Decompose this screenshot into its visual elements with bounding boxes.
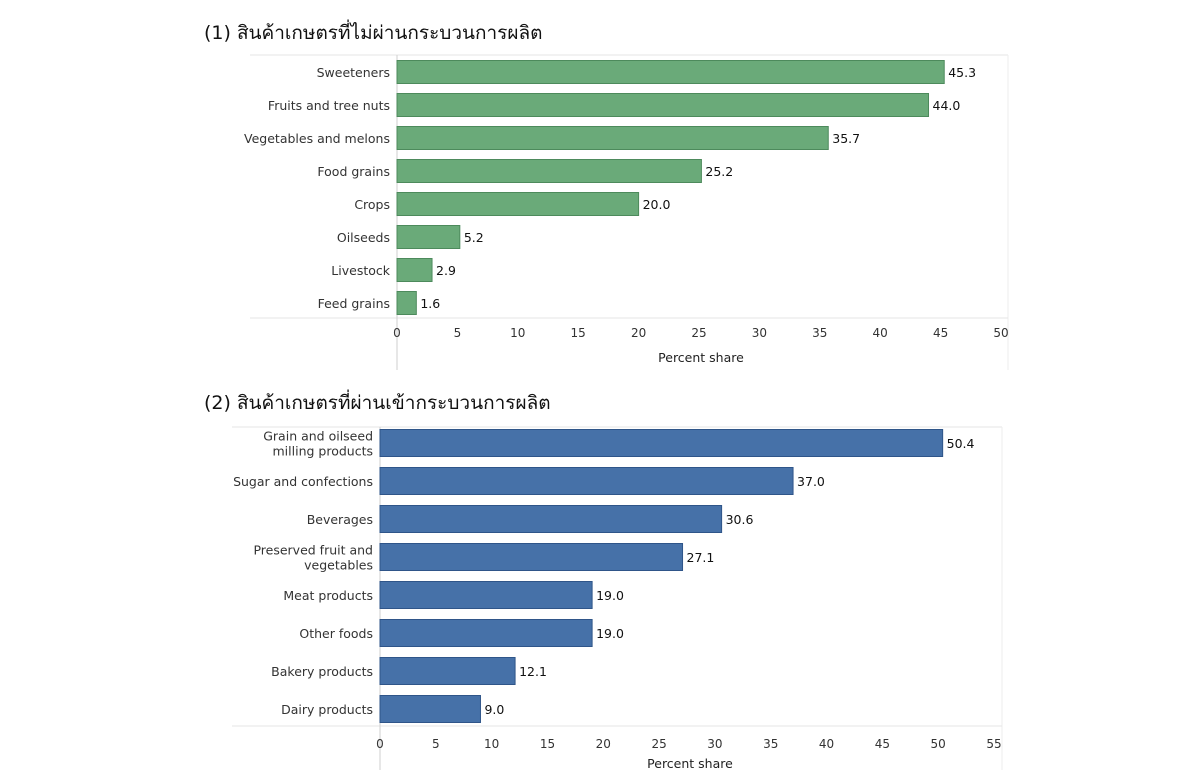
bar [379, 619, 593, 647]
bar [396, 126, 829, 150]
category-label: Preserved fruit and vegetables [253, 543, 373, 573]
x-tick-label: 0 [376, 737, 384, 751]
bar [396, 258, 433, 282]
category-label: Grain and oilseed milling products [263, 429, 373, 459]
x-tick-label: 10 [484, 737, 499, 751]
category-label: Beverages [307, 512, 373, 527]
x-tick-label: 50 [931, 737, 946, 751]
data-label: 19.0 [596, 588, 624, 603]
bar [379, 429, 944, 457]
data-label: 25.2 [705, 164, 733, 179]
x-tick-label: 40 [873, 326, 888, 340]
x-axis-title: Percent share [658, 350, 744, 365]
x-tick-label: 45 [875, 737, 890, 751]
bar [396, 60, 945, 84]
bar [379, 657, 516, 685]
data-label: 9.0 [484, 702, 504, 717]
category-label: Sweeteners [317, 65, 390, 80]
bar [379, 505, 723, 533]
data-label: 30.6 [726, 512, 754, 527]
bar [396, 159, 702, 183]
data-label: 44.0 [933, 98, 961, 113]
category-label: Bakery products [271, 664, 373, 679]
category-label: Livestock [331, 263, 390, 278]
x-tick-label: 25 [691, 326, 706, 340]
category-label-line: milling products [273, 444, 374, 459]
chart-2-title: (2) สินค้าเกษตรที่ผ่านเข้ากระบวนการผลิต [204, 392, 551, 414]
chart-1-title: (1) สินค้าเกษตรที่ไม่ผ่านกระบวนการผลิต [204, 22, 543, 44]
data-label: 50.4 [947, 436, 975, 451]
x-tick-label: 15 [540, 737, 555, 751]
data-label: 37.0 [797, 474, 825, 489]
data-label: 35.7 [832, 131, 860, 146]
x-tick-label: 10 [510, 326, 525, 340]
bar [396, 225, 461, 249]
category-label: Fruits and tree nuts [268, 98, 390, 113]
category-label: Sugar and confections [233, 474, 373, 489]
data-label: 1.6 [420, 296, 440, 311]
bar [379, 543, 684, 571]
bar [379, 695, 481, 723]
x-tick-label: 35 [812, 326, 827, 340]
x-tick-label: 15 [571, 326, 586, 340]
x-tick-label: 20 [596, 737, 611, 751]
x-axis-title: Percent share [647, 756, 733, 771]
x-tick-label: 55 [986, 737, 1001, 751]
data-label: 5.2 [464, 230, 484, 245]
x-tick-label: 45 [933, 326, 948, 340]
data-label: 45.3 [948, 65, 976, 80]
data-label: 2.9 [436, 263, 456, 278]
category-label-line: Grain and oilseed [263, 429, 373, 444]
category-label: Food grains [317, 164, 390, 179]
data-label: 27.1 [687, 550, 715, 565]
x-tick-label: 0 [393, 326, 401, 340]
data-label: 20.0 [643, 197, 671, 212]
category-label: Feed grains [318, 296, 390, 311]
category-label-line: Preserved fruit and [253, 543, 373, 558]
x-tick-label: 5 [432, 737, 440, 751]
bar [396, 291, 417, 315]
x-tick-label: 30 [752, 326, 767, 340]
x-tick-label: 40 [819, 737, 834, 751]
x-tick-label: 5 [454, 326, 462, 340]
bar [379, 467, 794, 495]
category-label: Vegetables and melons [244, 131, 390, 146]
bar [396, 192, 640, 216]
category-label-line: vegetables [304, 558, 373, 573]
bar [379, 581, 593, 609]
category-label: Dairy products [281, 702, 373, 717]
data-label: 19.0 [596, 626, 624, 641]
category-label: Oilseeds [337, 230, 390, 245]
x-tick-label: 30 [707, 737, 722, 751]
x-tick-label: 20 [631, 326, 646, 340]
x-tick-label: 35 [763, 737, 778, 751]
x-tick-label: 50 [993, 326, 1008, 340]
data-label: 12.1 [519, 664, 547, 679]
category-label: Meat products [283, 588, 373, 603]
category-label: Crops [354, 197, 390, 212]
x-tick-label: 25 [651, 737, 666, 751]
bar [396, 93, 930, 117]
category-label: Other foods [299, 626, 373, 641]
